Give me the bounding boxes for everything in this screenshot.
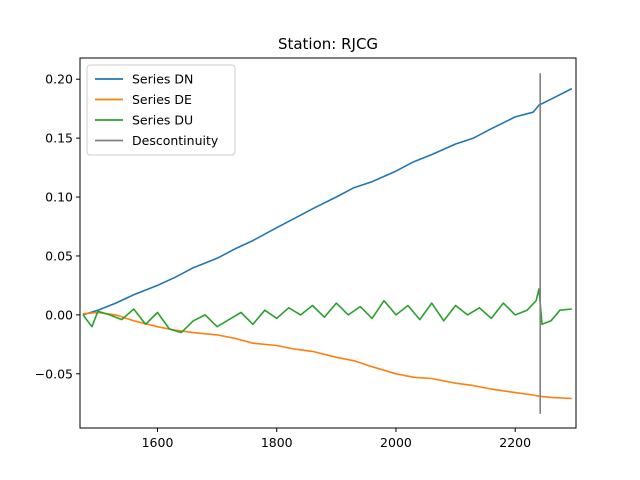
y-tick-label: 0.05 xyxy=(45,248,73,263)
series-line-series-de xyxy=(82,311,572,400)
y-tick-label: −0.05 xyxy=(35,366,73,381)
y-axis: −0.05 0.00 0.05 0.10 0.15 0.20 xyxy=(35,72,80,381)
chart-title: Station: RJCG xyxy=(278,35,378,53)
y-tick-label: 0.10 xyxy=(45,190,73,205)
plot-lines xyxy=(82,73,573,414)
series-line-series-du xyxy=(82,288,572,334)
legend-entry-label: Series DE xyxy=(132,92,192,107)
legend-entry-label: Series DU xyxy=(132,113,193,128)
legend-entry-label: Series DN xyxy=(132,72,193,87)
x-tick-label: 1800 xyxy=(261,435,293,450)
legend-entry-label: Descontinuity xyxy=(132,133,219,148)
x-tick-label: 1600 xyxy=(142,435,174,450)
x-tick-label: 2200 xyxy=(499,435,531,450)
y-tick-label: 0.15 xyxy=(45,131,73,146)
legend: Series DN Series DE Series DU Descontinuity xyxy=(86,64,236,156)
series-line-series-dn xyxy=(82,87,573,316)
legend-box xyxy=(86,64,236,156)
y-tick-label: 0.20 xyxy=(45,72,73,87)
plot-frame xyxy=(79,57,577,429)
y-tick-label: 0.00 xyxy=(45,307,73,322)
x-axis: 1600 1800 2000 2200 xyxy=(142,428,531,450)
x-tick-label: 2000 xyxy=(380,435,412,450)
